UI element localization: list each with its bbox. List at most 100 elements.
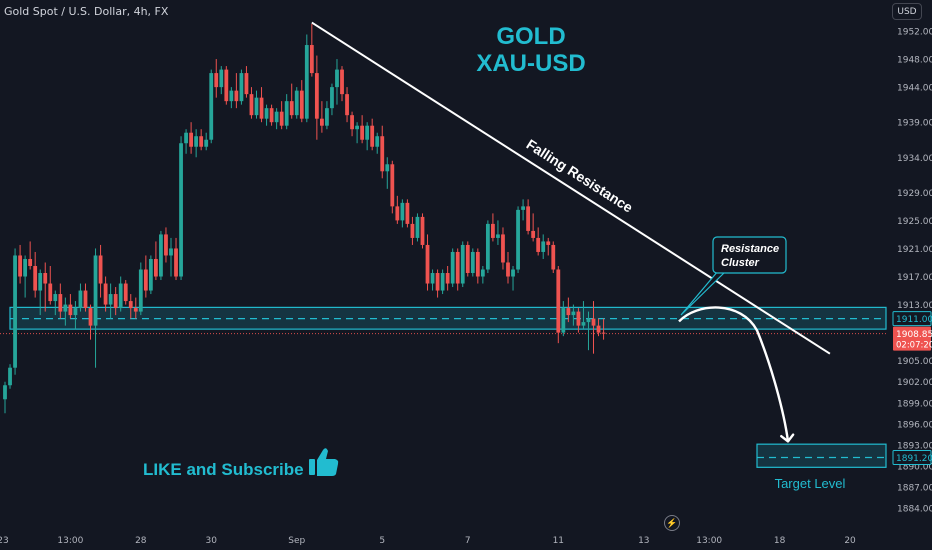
candle-body xyxy=(390,164,395,207)
y-tick-label: 1899.00 xyxy=(897,399,932,409)
target-price-tag-bg xyxy=(892,449,932,465)
chart-title-line1: GOLD xyxy=(496,23,565,50)
y-tick-label: 1887.00 xyxy=(897,483,932,493)
y-tick-label: 1893.00 xyxy=(897,441,932,451)
candle-body xyxy=(28,258,33,266)
resistance-price-tag-bg xyxy=(892,311,932,327)
y-tick-label: 1939.00 xyxy=(897,119,932,129)
candle-body xyxy=(73,308,78,316)
y-tick-label: 1948.00 xyxy=(897,56,932,66)
x-tick-label: 23 xyxy=(0,536,9,546)
candle-body xyxy=(83,290,88,309)
candle-body xyxy=(38,273,43,291)
candle-body xyxy=(596,325,601,333)
candle-body xyxy=(365,125,370,140)
candle-body xyxy=(279,111,284,126)
candle-body xyxy=(566,308,571,316)
target-zone xyxy=(756,443,887,468)
candle-body xyxy=(194,136,199,147)
candle-body xyxy=(3,385,7,400)
candle-body xyxy=(350,115,354,130)
candle-body xyxy=(541,241,546,252)
x-tick-label: 13 xyxy=(638,536,649,546)
x-tick-label: 5 xyxy=(379,536,385,546)
candle-body xyxy=(18,255,22,277)
candle-body xyxy=(491,223,495,238)
candle-body xyxy=(330,87,334,109)
candle-body xyxy=(546,241,551,245)
y-tick-label: 1917.00 xyxy=(897,273,932,283)
candle-body xyxy=(340,69,344,95)
callout-line1: Resistance xyxy=(721,243,779,255)
falling-resistance-line xyxy=(311,21,831,355)
candle-body xyxy=(335,69,339,88)
candle-body xyxy=(284,101,289,126)
projection-arrow xyxy=(678,306,795,443)
y-tick-label: 1944.00 xyxy=(897,84,932,94)
candle-body xyxy=(63,304,68,312)
candle-body xyxy=(299,90,304,119)
candle-body xyxy=(430,273,435,284)
candle-body xyxy=(169,248,173,256)
current-price-tag-bg xyxy=(893,326,931,351)
thumbs-up-icon xyxy=(309,448,339,476)
candle-body xyxy=(88,308,93,326)
candle-body xyxy=(274,111,279,123)
resistance-price-tag: 1911.00 xyxy=(896,315,932,325)
target-price-tag: 1891.20 xyxy=(896,454,932,464)
candle-body xyxy=(113,294,118,309)
candle-body xyxy=(395,206,400,221)
y-tick-label: 1934.00 xyxy=(897,154,932,164)
candle-body xyxy=(148,258,153,291)
candle-body xyxy=(133,308,138,312)
candle-body xyxy=(304,45,309,119)
candle-body xyxy=(143,269,148,291)
candle-body xyxy=(440,273,445,291)
candle-body xyxy=(234,90,239,102)
x-tick-label: 18 xyxy=(774,536,786,546)
candle-body xyxy=(526,206,531,231)
candle-body xyxy=(450,251,455,284)
candle-body xyxy=(586,318,591,323)
candle-body xyxy=(551,244,556,270)
candle-body xyxy=(501,234,505,263)
candle-body xyxy=(179,143,183,277)
candle-body xyxy=(219,69,224,88)
candle-body xyxy=(470,251,475,274)
y-tick-label: 1952.00 xyxy=(897,28,932,38)
lightning-icon[interactable]: ⚡ xyxy=(664,515,680,531)
candle-body xyxy=(214,73,219,88)
candle-body xyxy=(249,94,254,116)
callout-line2: Cluster xyxy=(721,257,760,269)
candle-body xyxy=(174,248,178,277)
candle-body xyxy=(385,164,390,172)
candle-body xyxy=(314,73,319,119)
candle-body xyxy=(475,251,480,277)
candle-body xyxy=(209,73,214,140)
y-tick-label: 1896.00 xyxy=(897,420,932,430)
candle-body xyxy=(229,90,234,102)
candle-body xyxy=(33,265,38,291)
y-tick-label: 1902.00 xyxy=(897,378,932,388)
callout-box xyxy=(712,236,787,274)
currency-button[interactable]: USD xyxy=(892,3,922,20)
candle-body xyxy=(319,118,324,126)
candle-body xyxy=(189,132,194,147)
candle-body xyxy=(53,294,58,302)
candle-body xyxy=(460,244,465,284)
candle-body xyxy=(325,108,329,126)
candle-body xyxy=(355,125,359,130)
candle-body xyxy=(375,136,380,147)
candle-body xyxy=(455,251,460,284)
candle-body xyxy=(511,269,515,277)
candle-body xyxy=(58,294,63,312)
candle-body xyxy=(561,308,566,333)
candle-body xyxy=(254,97,259,116)
candle-body xyxy=(485,223,490,270)
candle-body xyxy=(78,290,83,309)
candle-body xyxy=(420,216,425,245)
candle-body xyxy=(244,73,249,95)
candle-body xyxy=(576,311,581,326)
